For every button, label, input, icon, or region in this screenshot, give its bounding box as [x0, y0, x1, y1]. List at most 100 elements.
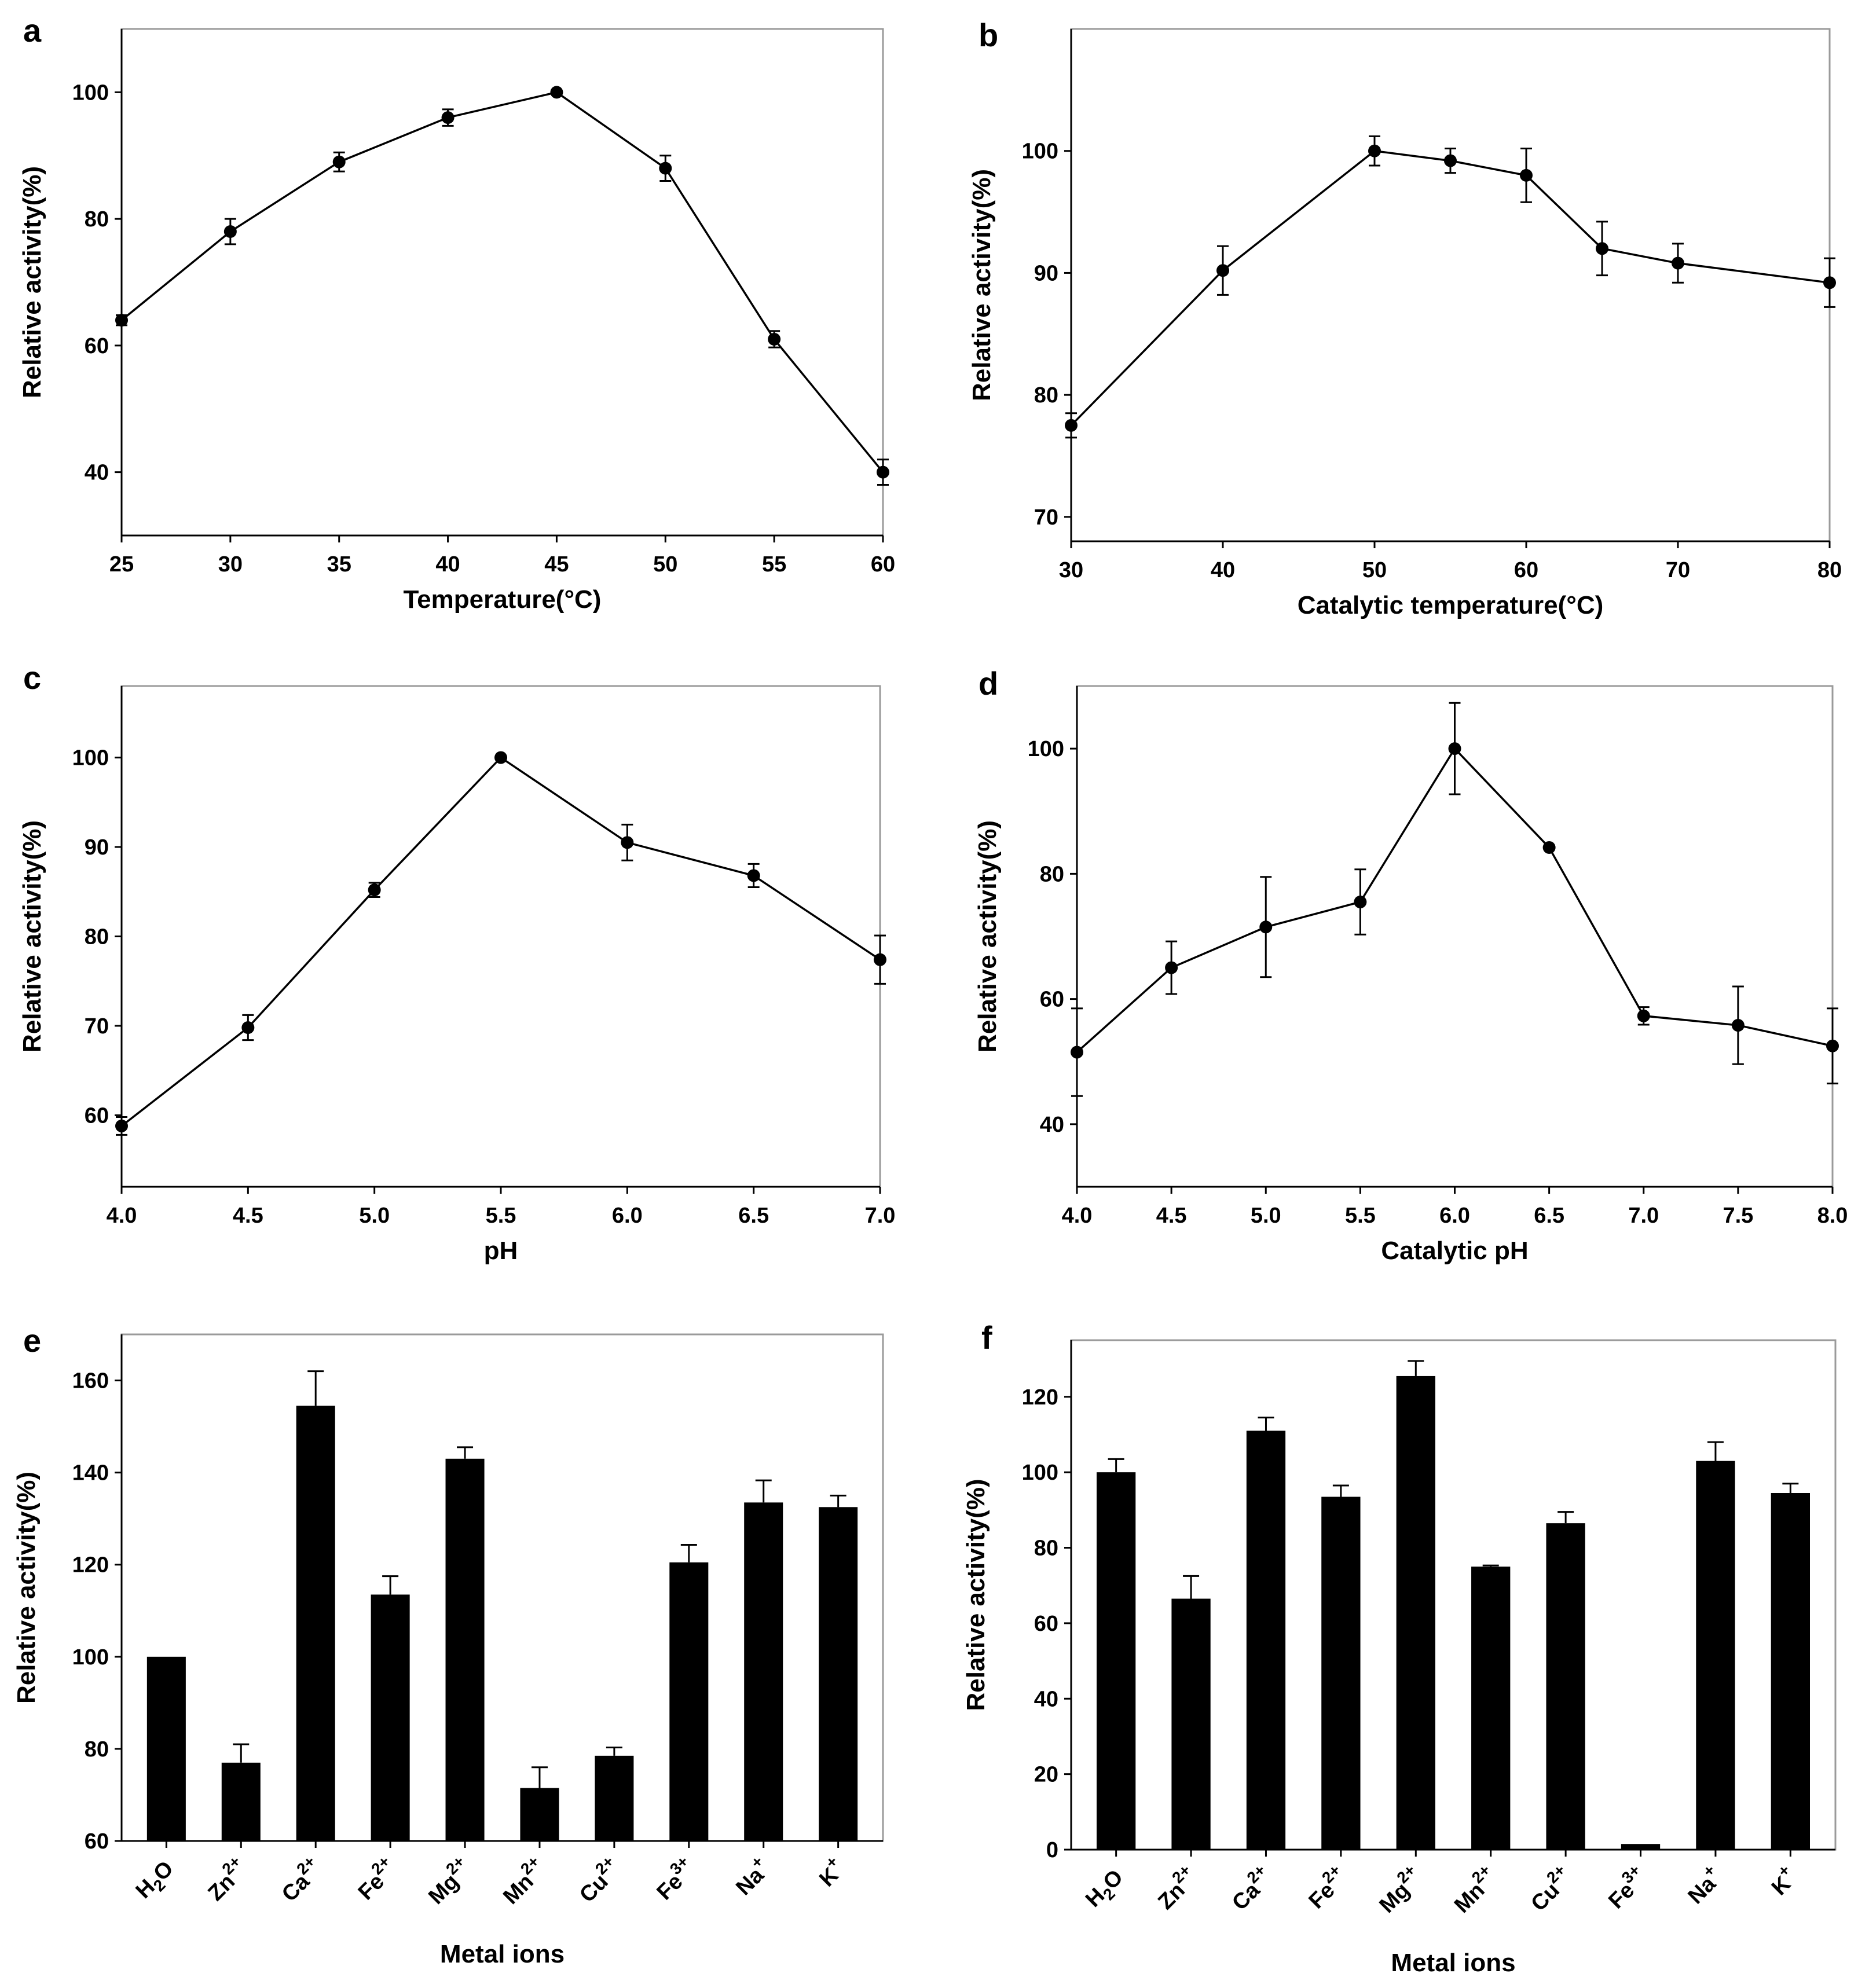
- x-tick-label: Ca2+: [273, 1853, 328, 1907]
- data-point: [441, 111, 455, 124]
- series-line: [1070, 149, 1830, 427]
- y-tick-label: 90: [1034, 261, 1058, 285]
- y-axis-title: Relative activity(%): [18, 166, 46, 398]
- bar: [595, 1755, 634, 1841]
- x-tick-label: Mn2+: [494, 1853, 551, 1909]
- y-tick-label: 100: [72, 80, 109, 105]
- y-tick-label: 40: [1034, 1687, 1058, 1711]
- x-tick-label: 45: [544, 552, 569, 577]
- y-tick-label: 100: [1022, 1461, 1058, 1485]
- x-tick-label: 6.0: [1439, 1204, 1470, 1228]
- data-point: [1216, 264, 1229, 277]
- bar: [1097, 1472, 1136, 1850]
- bar: [146, 1656, 186, 1841]
- y-tick-label: 20: [1034, 1763, 1058, 1787]
- panel-label: a: [23, 12, 42, 49]
- x-tick-label: Zn2+: [199, 1853, 252, 1906]
- y-tick-label: 60: [85, 1829, 109, 1854]
- x-tick-label: Fe2+: [1300, 1861, 1353, 1914]
- panel-b: b 30 40 50 60 70 80 70 80 90 100 Catalytic temperat…: [968, 17, 1842, 619]
- x-tick-label: Mg2+: [1371, 1861, 1428, 1918]
- x-tick-label: 4.5: [233, 1204, 263, 1228]
- data-point: [877, 465, 889, 479]
- x-tick-label: 55: [762, 552, 786, 577]
- y-tick-label: 80: [1034, 1536, 1058, 1561]
- category-base: Mg: [1375, 1878, 1415, 1918]
- x-tick-label: 40: [1211, 558, 1235, 582]
- bar: [296, 1406, 335, 1841]
- data-point: [550, 86, 563, 99]
- y-tick-label: 80: [85, 925, 109, 949]
- x-tick-label: Mg2+: [420, 1853, 477, 1909]
- x-tick-label: 4.5: [1156, 1204, 1187, 1228]
- y-axis-title: Relative activity(%): [962, 1479, 990, 1711]
- y-tick-label: 70: [1034, 505, 1058, 530]
- x-tick-label: Fe3+: [1600, 1861, 1652, 1914]
- data-point: [1731, 1019, 1745, 1032]
- x-tick-label: 5.0: [359, 1204, 390, 1228]
- data-point: [1448, 742, 1461, 755]
- y-tick-label: 100: [1028, 737, 1064, 761]
- bar: [1321, 1496, 1361, 1850]
- bar: [1171, 1598, 1211, 1850]
- y-tick-label: 60: [1034, 1612, 1058, 1636]
- y-tick-label: 140: [72, 1461, 109, 1486]
- x-tick-label: 30: [1059, 558, 1083, 582]
- data-point: [115, 1119, 128, 1132]
- x-tick-label: K+: [1763, 1861, 1802, 1901]
- x-tick-label: Ca2+: [1223, 1861, 1278, 1916]
- y-axis-title: Relative activity(%): [973, 820, 1002, 1052]
- data-point: [494, 751, 507, 764]
- x-tick-label: 50: [1362, 558, 1387, 582]
- x-tick-label: 5.5: [486, 1204, 516, 1228]
- bar: [1396, 1376, 1435, 1850]
- y-tick-label: 70: [85, 1014, 109, 1039]
- x-tick-label: 7.0: [1628, 1204, 1659, 1228]
- x-tick-label: 5.5: [1345, 1204, 1376, 1228]
- x-tick-label: 70: [1666, 558, 1690, 582]
- data-point: [1823, 276, 1836, 289]
- x-tick-label: 7.5: [1723, 1204, 1753, 1228]
- bar: [744, 1502, 783, 1841]
- x-tick-label: Na+: [727, 1853, 775, 1901]
- data-point: [1354, 896, 1367, 909]
- bar: [669, 1562, 709, 1841]
- y-tick-label: 90: [85, 835, 109, 860]
- data-point: [241, 1021, 255, 1035]
- data-point: [1165, 961, 1178, 974]
- data-point: [368, 883, 381, 897]
- x-tick-label: Cu2+: [1522, 1861, 1577, 1916]
- data-point: [1542, 841, 1556, 854]
- x-tick-label: Mn2+: [1446, 1861, 1502, 1918]
- y-tick-label: 100: [72, 1645, 109, 1670]
- x-tick-label: Fe3+: [648, 1853, 701, 1905]
- panel-label: f: [981, 1319, 992, 1356]
- data-point: [659, 162, 672, 175]
- x-tick-label: 25: [109, 552, 134, 577]
- data-point: [621, 836, 634, 849]
- y-tick-label: 120: [72, 1553, 109, 1578]
- y-tick-label: 40: [1040, 1113, 1064, 1137]
- x-tick-label: 60: [871, 552, 895, 577]
- y-tick-label: 0: [1046, 1838, 1058, 1862]
- category-base: Cu: [1526, 1878, 1564, 1916]
- data-point: [1596, 242, 1608, 255]
- data-point: [747, 869, 760, 882]
- x-axis-title: pH: [484, 1237, 518, 1265]
- y-tick-label: 100: [72, 746, 109, 771]
- category-base: K: [1767, 1872, 1795, 1900]
- panel-d: d 4.0 4.5 5.0 5.5 6.0 6.5 7.0 7.5 8.0 40 60 80 100 Cat…: [973, 665, 1848, 1265]
- bar: [371, 1594, 410, 1841]
- y-tick-label: 80: [85, 1737, 109, 1762]
- x-tick-label: Na+: [1680, 1861, 1728, 1909]
- x-axis-title: Metal ions: [1391, 1949, 1515, 1977]
- y-tick-label: 100: [1022, 140, 1058, 164]
- data-point: [1637, 1009, 1650, 1022]
- panel-e: e 60 80 100 120 140 160 H2O Zn2+ Ca2+ Fe2+ Mg2+ Mn2+…: [12, 1322, 884, 1968]
- bar: [1696, 1461, 1735, 1850]
- bar: [520, 1788, 559, 1841]
- data-point: [1444, 154, 1457, 167]
- bar: [1246, 1431, 1286, 1850]
- panel-label: d: [979, 665, 998, 702]
- x-tick-label: 7.0: [865, 1204, 896, 1228]
